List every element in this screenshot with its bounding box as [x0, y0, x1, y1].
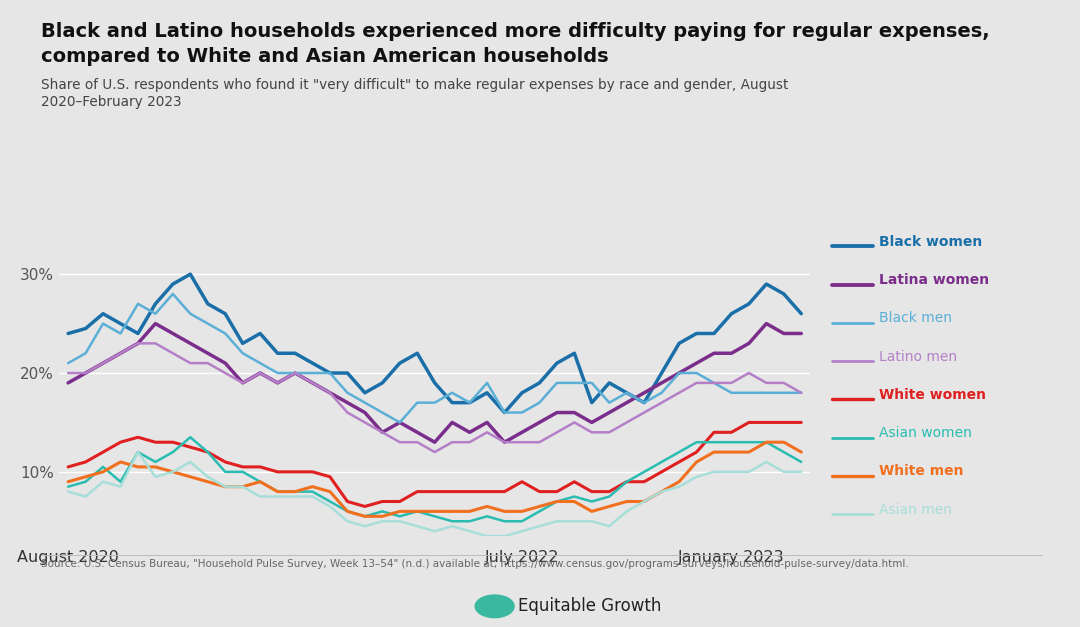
Text: Latina women: Latina women [879, 273, 989, 287]
Text: Share of U.S. respondents who found it "very difficult" to make regular expenses: Share of U.S. respondents who found it "… [41, 78, 788, 108]
Text: ~: ~ [489, 600, 500, 613]
Text: Asian women: Asian women [879, 426, 972, 440]
Text: White women: White women [879, 388, 986, 402]
Text: Latino men: Latino men [879, 350, 957, 364]
Text: Black and Latino households experienced more difficulty paying for regular expen: Black and Latino households experienced … [41, 22, 989, 41]
Text: Black women: Black women [879, 235, 983, 249]
Text: Source: U.S. Census Bureau, "Household Pulse Survey, Week 13–54" (n.d.) availabl: Source: U.S. Census Bureau, "Household P… [41, 559, 908, 569]
Text: Asian men: Asian men [879, 503, 953, 517]
Text: White men: White men [879, 465, 963, 478]
Text: Black men: Black men [879, 312, 953, 325]
Text: compared to White and Asian American households: compared to White and Asian American hou… [41, 47, 609, 66]
Text: Equitable Growth: Equitable Growth [518, 598, 662, 615]
